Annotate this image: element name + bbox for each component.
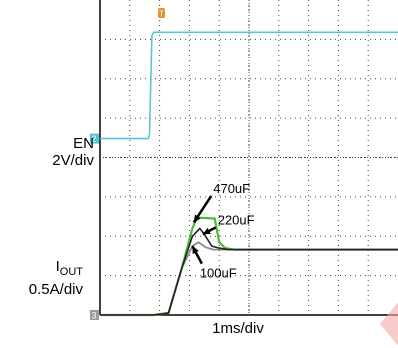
trace-annotations: 470uF 220uF 100uF (191, 181, 255, 281)
trace-c220 (100, 227, 398, 316)
iout-scale: 0.5A/div (28, 281, 83, 298)
annotation-arrowhead-2 (192, 246, 199, 255)
en-name: EN (73, 135, 94, 152)
annotation-1: 220uF (218, 212, 255, 227)
en-scale: 2V/div (52, 152, 94, 169)
iout-subscript: OUT (59, 266, 83, 278)
trigger-marker-text: T (159, 10, 164, 19)
channel-markers: 2 3 T (90, 8, 165, 321)
iout-name: IOUT (55, 258, 83, 278)
ch3-marker-text: 3 (92, 311, 97, 321)
annotation-0: 470uF (213, 181, 250, 196)
iout-channel-label: IOUT 0.5A/div (0, 258, 83, 298)
annotation-arrowhead-0 (193, 214, 201, 223)
time-scale-label: 1ms/div (212, 320, 264, 337)
trace-en (100, 31, 398, 140)
trigger-marker-box (158, 8, 165, 18)
waveform-traces (100, 31, 398, 317)
annotation-2: 100uF (200, 266, 237, 281)
annotation-arrowhead-1 (202, 227, 211, 235)
ch3-marker-box (90, 310, 99, 320)
trace-c100 (100, 241, 398, 316)
ch2-marker-text: 2 (92, 134, 97, 144)
ch2-marker-box (90, 133, 99, 144)
en-channel-label: EN 2V/div (20, 135, 94, 169)
graticule (99, 0, 398, 316)
corner-watermark (380, 300, 398, 348)
